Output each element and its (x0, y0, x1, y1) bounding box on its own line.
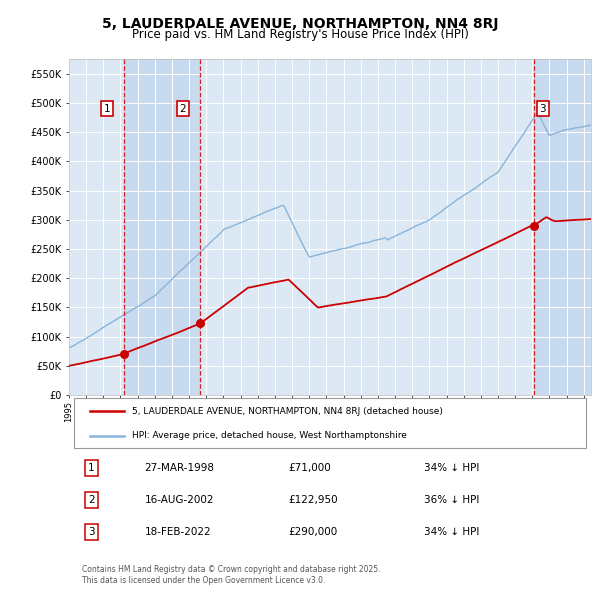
Bar (535, 59, 595, 395)
Text: £122,950: £122,950 (288, 495, 338, 505)
FancyBboxPatch shape (74, 398, 586, 448)
Bar (124, 59, 200, 395)
Text: 34% ↓ HPI: 34% ↓ HPI (424, 527, 479, 537)
Text: 34% ↓ HPI: 34% ↓ HPI (424, 463, 479, 473)
Text: 27-MAR-1998: 27-MAR-1998 (145, 463, 215, 473)
Text: 1: 1 (88, 463, 95, 473)
Text: HPI: Average price, detached house, West Northamptonshire: HPI: Average price, detached house, West… (131, 431, 407, 440)
Text: £71,000: £71,000 (288, 463, 331, 473)
Text: 2: 2 (88, 495, 95, 505)
Text: 2: 2 (179, 104, 186, 114)
Text: 5, LAUDERDALE AVENUE, NORTHAMPTON, NN4 8RJ (detached house): 5, LAUDERDALE AVENUE, NORTHAMPTON, NN4 8… (131, 407, 443, 415)
Text: £290,000: £290,000 (288, 527, 337, 537)
Text: 18-FEB-2022: 18-FEB-2022 (145, 527, 211, 537)
Text: Contains HM Land Registry data © Crown copyright and database right 2025.
This d: Contains HM Land Registry data © Crown c… (82, 565, 380, 585)
Text: 1: 1 (104, 104, 110, 114)
Text: Price paid vs. HM Land Registry's House Price Index (HPI): Price paid vs. HM Land Registry's House … (131, 28, 469, 41)
Text: 3: 3 (539, 104, 546, 114)
Text: 3: 3 (88, 527, 95, 537)
Text: 36% ↓ HPI: 36% ↓ HPI (424, 495, 479, 505)
Text: 5, LAUDERDALE AVENUE, NORTHAMPTON, NN4 8RJ: 5, LAUDERDALE AVENUE, NORTHAMPTON, NN4 8… (102, 17, 498, 31)
Text: 16-AUG-2002: 16-AUG-2002 (145, 495, 214, 505)
